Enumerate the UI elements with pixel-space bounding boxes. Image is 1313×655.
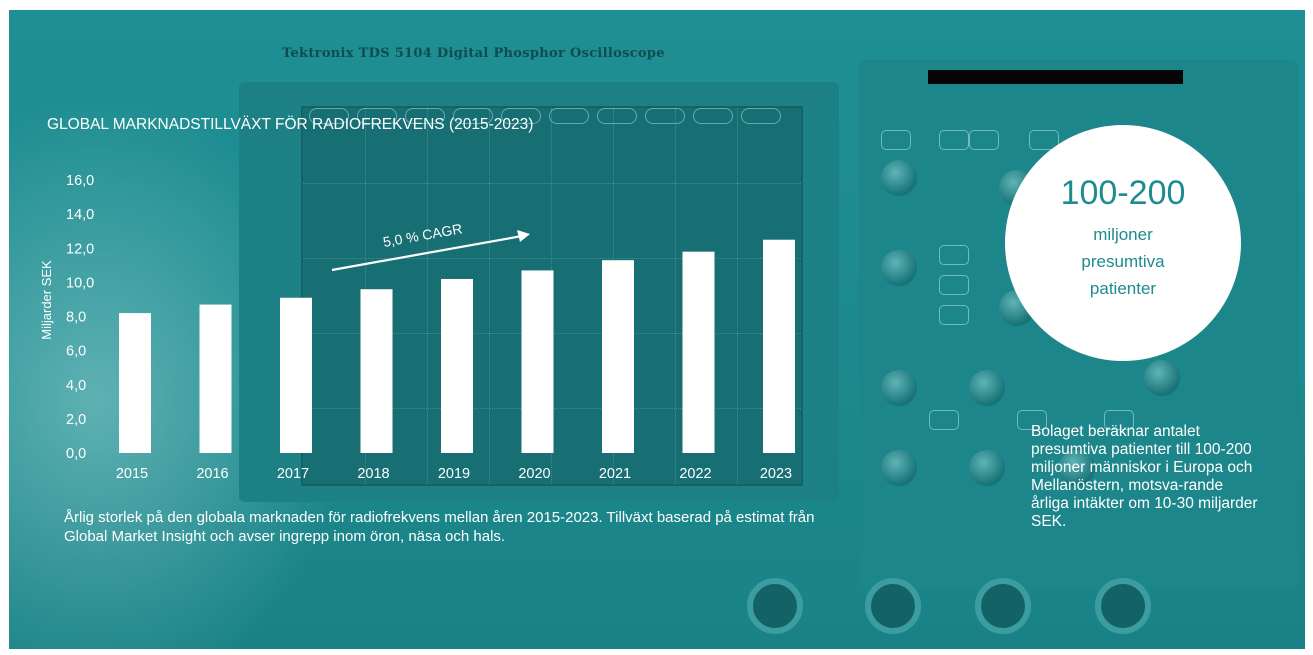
y-tick-label: 10,0 — [66, 275, 94, 291]
screen-grid-line — [303, 183, 801, 184]
knob-icon — [881, 370, 917, 406]
y-tick-label: 4,0 — [66, 378, 86, 394]
knob-icon — [1144, 360, 1180, 396]
scope-menu-button — [693, 108, 733, 124]
scope-menu-button — [549, 108, 589, 124]
bar-2018 — [360, 289, 393, 453]
bnc-connector-icon — [975, 578, 1031, 634]
bnc-connector-icon — [1095, 578, 1151, 634]
panel-button — [939, 275, 969, 295]
scope-menu-button — [357, 108, 397, 124]
cagr-annotation: 5,0 % CAGR — [382, 220, 464, 250]
x-tick-label: 2015 — [116, 466, 148, 482]
y-tick-label: 2,0 — [66, 412, 86, 428]
panel-button — [939, 305, 969, 325]
scope-menu-button — [501, 108, 541, 124]
bnc-connector-icon — [747, 578, 803, 634]
bar-2023 — [763, 239, 795, 453]
cagr-arrow-line — [331, 234, 523, 272]
panel-button — [1104, 410, 1134, 430]
panel-button — [929, 410, 959, 430]
scope-menu-button — [597, 108, 637, 124]
bar-2020 — [521, 270, 554, 453]
panel-button — [939, 245, 969, 265]
panel-button — [881, 130, 911, 150]
panel-button — [969, 130, 999, 150]
scope-menu-button — [645, 108, 685, 124]
screen-grid-line — [427, 108, 428, 484]
panel-button — [1029, 130, 1059, 150]
y-tick-label: 12,0 — [66, 241, 94, 257]
y-tick-label: 14,0 — [66, 207, 94, 223]
bar-2021 — [602, 260, 634, 453]
screen-grid-line — [675, 108, 676, 484]
y-axis-label: Miljarder SEK — [39, 260, 54, 340]
bnc-connector-icon — [865, 578, 921, 634]
x-tick-label: 2021 — [599, 466, 631, 482]
bubble-label-line: presumtiva — [1081, 252, 1165, 271]
bar-2022 — [682, 251, 715, 453]
bubble-label: miljoner presumtiva patienter — [1033, 221, 1213, 302]
side-note-text: Bolaget beräknar antalet presumtiva pati… — [1031, 423, 1258, 530]
scope-menu-button — [453, 108, 493, 124]
cagr-arrow-head-icon — [517, 230, 530, 242]
scope-menu-button — [741, 108, 781, 124]
knob-icon — [881, 160, 917, 196]
redaction-bar — [928, 70, 1183, 84]
y-tick-label: 8,0 — [66, 310, 86, 326]
chart-title: GLOBAL MARKNADSTILLVÄXT FÖR RADIOFREKVEN… — [47, 116, 534, 133]
x-tick-label: 2017 — [277, 466, 309, 482]
x-tick-label: 2022 — [679, 466, 711, 482]
y-tick-label: 6,0 — [66, 344, 86, 360]
bar-2016 — [199, 304, 232, 453]
scope-menu-button — [309, 108, 349, 124]
x-tick-label: 2019 — [438, 466, 470, 482]
chart-caption: Årlig storlek på den globala marknaden f… — [64, 509, 815, 545]
knob-icon — [969, 370, 1005, 406]
knob-icon — [881, 450, 917, 486]
knob-icon — [969, 450, 1005, 486]
bar-2019 — [441, 278, 473, 453]
screen-grid-line — [737, 108, 738, 484]
screen-grid-line — [303, 258, 801, 259]
screen-grid-line — [489, 108, 490, 484]
x-tick-label: 2018 — [357, 466, 389, 482]
bar-2017 — [280, 297, 312, 453]
bar-2015 — [119, 313, 151, 453]
oscilloscope-menu-buttons — [309, 108, 799, 126]
panel-button — [939, 130, 969, 150]
x-tick-label: 2020 — [518, 466, 550, 482]
y-tick-label: 16,0 — [66, 173, 94, 189]
bubble-value: 100-200 — [1060, 174, 1186, 212]
scope-menu-button — [405, 108, 445, 124]
x-tick-label: 2023 — [760, 466, 792, 482]
x-tick-label: 2016 — [196, 466, 228, 482]
panel-button — [1017, 410, 1047, 430]
patient-count-bubble: 100-200 miljoner presumtiva patienter — [1005, 125, 1241, 361]
bubble-label-line: miljoner — [1093, 225, 1153, 244]
y-tick-label: 0,0 — [66, 446, 86, 462]
oscilloscope-brand-label: Tektronix TDS 5104 Digital Phosphor Osci… — [282, 46, 665, 61]
knob-icon — [881, 250, 917, 286]
bubble-label-line: patienter — [1089, 279, 1157, 298]
knob-icon — [1059, 450, 1095, 486]
